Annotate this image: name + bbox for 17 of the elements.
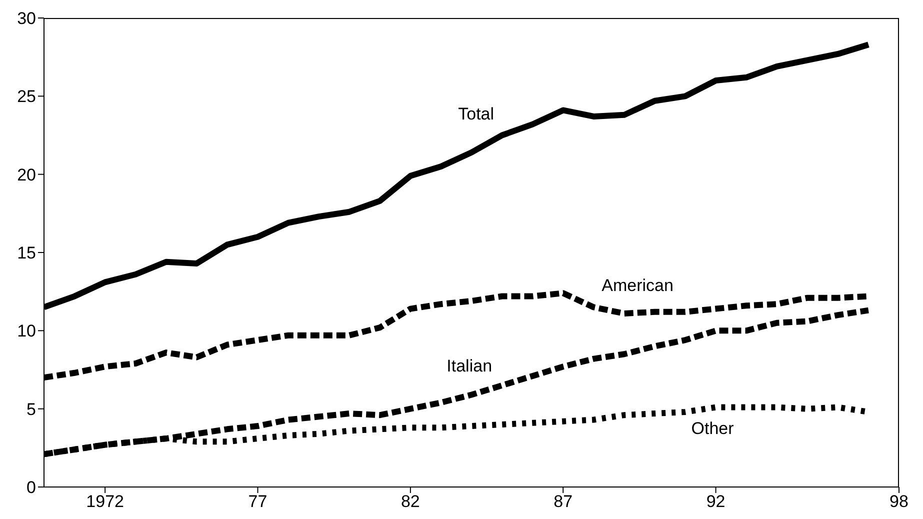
x-tick-label: 82	[400, 492, 420, 512]
series-label: Other	[691, 418, 734, 438]
x-tick-label: 87	[554, 492, 573, 512]
y-tick-label: 0	[26, 478, 36, 498]
series-label: American	[602, 276, 674, 296]
x-tick-label: 92	[706, 492, 726, 512]
series-label: Total	[458, 104, 494, 124]
y-tick-label: 30	[17, 9, 36, 28]
x-tick-label: 98	[890, 492, 908, 512]
y-tick-label: 15	[17, 244, 36, 263]
y-tick-label: 20	[17, 165, 36, 184]
x-tick-label: 77	[248, 492, 268, 512]
x-tick-label: 1972	[86, 492, 124, 512]
y-tick-label: 5	[26, 400, 36, 419]
y-tick-label: 10	[17, 322, 36, 341]
y-tick-label: 25	[17, 87, 36, 106]
series-label: Italian	[446, 356, 492, 376]
